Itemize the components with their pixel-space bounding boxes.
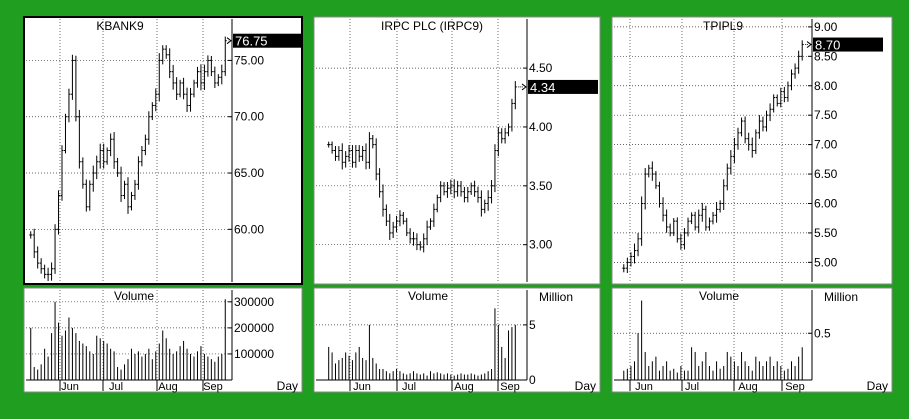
chart-title: TPIPL9 bbox=[703, 19, 743, 33]
price-tick-label: 7.50 bbox=[814, 108, 838, 122]
month-label-jul: Jul bbox=[685, 381, 699, 393]
price-pane bbox=[313, 16, 601, 285]
price-tick-label: 75.00 bbox=[234, 53, 264, 67]
price-tick-label: 60.00 bbox=[234, 222, 264, 236]
chart-title: KBANK9 bbox=[96, 19, 144, 33]
month-label-sep: Sep bbox=[500, 381, 520, 393]
price-tick-label: 5.50 bbox=[814, 226, 838, 240]
volume-unit-label: Million bbox=[539, 290, 573, 304]
month-label-aug: Aug bbox=[158, 381, 178, 393]
last-price-box bbox=[813, 37, 883, 52]
month-label-jun: Jun bbox=[635, 381, 653, 393]
volume-pane bbox=[313, 287, 601, 393]
last-price-label: 76.75 bbox=[235, 34, 268, 49]
price-tick-label: 4.50 bbox=[529, 61, 553, 75]
volume-label: Volume bbox=[699, 289, 739, 303]
last-price-arrow bbox=[226, 37, 232, 45]
volume-tick-label: 0 bbox=[529, 373, 536, 387]
price-tick-label: 7.00 bbox=[814, 138, 838, 152]
last-price-label: 8.70 bbox=[815, 38, 840, 53]
month-label-jul: Jul bbox=[402, 381, 416, 393]
month-label-sep: Sep bbox=[203, 381, 223, 393]
last-price-arrow bbox=[521, 83, 527, 91]
month-label-sep: Sep bbox=[785, 381, 805, 393]
month-label-aug: Aug bbox=[738, 381, 758, 393]
last-price-box bbox=[233, 33, 303, 48]
volume-label: Volume bbox=[114, 289, 154, 303]
last-price-label: 4.34 bbox=[530, 80, 555, 95]
volume-unit-label: Million bbox=[824, 290, 858, 304]
chart-title: IRPC PLC (IRPC9) bbox=[381, 19, 483, 33]
panel-irpc9: Jun Jul Aug Sep 3.00 3.50 4.00 4.50 IRPC PLC (IR… bbox=[313, 16, 601, 393]
x-axis-label: Day bbox=[575, 379, 596, 393]
last-price-arrow bbox=[806, 41, 812, 48]
panel-tpipl9: Jun Jul Aug Sep 5.00 5.50 6.00 6.50 7.00 7.50 8.00… bbox=[611, 16, 893, 393]
month-label-jul: Jul bbox=[109, 381, 123, 393]
price-tick-label: 3.50 bbox=[529, 179, 553, 193]
last-price-box bbox=[528, 79, 598, 94]
month-label-jun: Jun bbox=[353, 381, 371, 393]
price-tick-label: 6.00 bbox=[814, 196, 838, 210]
panel-kbank9: Jun Jul Aug Sep 60.00 65.00 70.00 75.00 KBANK9 76… bbox=[23, 16, 303, 393]
volume-tick-label: 5 bbox=[529, 318, 536, 332]
price-tick-label: 65.00 bbox=[234, 166, 264, 180]
price-tick-label: 5.00 bbox=[814, 255, 838, 269]
month-label-jun: Jun bbox=[61, 381, 79, 393]
price-tick-label: 6.50 bbox=[814, 167, 838, 181]
x-axis-label: Day bbox=[277, 379, 298, 393]
volume-tick-label: 200000 bbox=[234, 321, 274, 335]
volume-tick-label: 100000 bbox=[234, 347, 274, 361]
price-tick-label: 8.00 bbox=[814, 79, 838, 93]
price-tick-label: 70.00 bbox=[234, 110, 264, 124]
volume-label: Volume bbox=[408, 289, 448, 303]
price-tick-label: 9.00 bbox=[814, 20, 838, 34]
volume-tick-label: 0.5 bbox=[814, 326, 831, 340]
price-tick-label: 8.50 bbox=[814, 49, 838, 63]
month-label-aug: Aug bbox=[454, 381, 474, 393]
price-tick-label: 4.00 bbox=[529, 120, 553, 134]
price-tick-label: 3.00 bbox=[529, 238, 553, 252]
x-axis-label: Day bbox=[867, 379, 888, 393]
volume-tick-label: 300000 bbox=[234, 295, 274, 309]
